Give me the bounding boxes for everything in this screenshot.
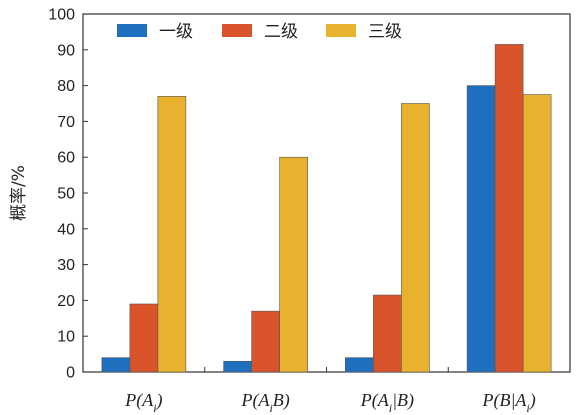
bar-2-3 <box>373 294 402 373</box>
bar-3-3 <box>401 103 430 373</box>
y-tick-label: 100 <box>48 7 75 24</box>
legend-swatch-3 <box>326 24 356 37</box>
y-tick-label: 90 <box>57 42 75 59</box>
bar-2-2 <box>251 310 280 373</box>
legend-label-1: 一级 <box>159 22 193 42</box>
bar-3-4 <box>522 94 552 373</box>
y-tick-label: 50 <box>57 186 75 203</box>
legend-label-2: 二级 <box>264 22 298 42</box>
legend: 一级 二级 三级 <box>117 22 402 42</box>
bar-2-1 <box>129 303 159 373</box>
x-category-label: P(Ai) <box>124 390 162 415</box>
y-tick-label: 70 <box>57 114 75 131</box>
x-axis: P(Ai) P(AiB) P(Ai|B) P(B|Ai) <box>124 367 536 415</box>
y-tick-label: 30 <box>57 257 75 274</box>
y-tick-label: 40 <box>57 221 75 238</box>
x-category-label: P(AiB) <box>240 390 289 415</box>
x-category-label: P(Ai|B) <box>360 390 414 415</box>
bar-3-2 <box>279 156 308 373</box>
bar-1-3 <box>345 357 374 373</box>
bar-1-4 <box>466 85 496 373</box>
x-category-label: P(B|Ai) <box>481 390 535 415</box>
plot-area <box>82 13 571 373</box>
y-tick-label: 60 <box>57 150 75 167</box>
y-tick-label: 80 <box>57 78 75 95</box>
y-axis: 0 10 20 30 40 50 60 70 80 90 100 <box>48 7 88 382</box>
bar-1-1 <box>101 357 131 373</box>
legend-label-3: 三级 <box>368 22 402 42</box>
y-tick-label: 20 <box>57 293 75 310</box>
y-tick-label: 0 <box>66 365 75 382</box>
y-axis-title: 概率/% <box>9 165 29 221</box>
bar-3-1 <box>157 96 187 373</box>
legend-swatch-2 <box>222 24 252 37</box>
y-tick-label: 10 <box>57 329 75 346</box>
bar-2-4 <box>494 44 524 373</box>
legend-swatch-1 <box>117 24 147 37</box>
bar-1-2 <box>223 360 252 373</box>
